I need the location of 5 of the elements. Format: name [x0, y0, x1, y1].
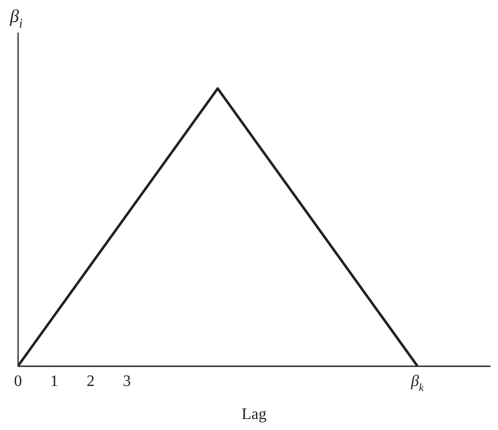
x-axis-title: Lag	[242, 406, 266, 423]
x-tick-label: 1	[50, 373, 58, 390]
x-tick-label: 3	[122, 373, 131, 390]
x-tick-label: 0	[14, 373, 22, 390]
x-tick-label: 2	[86, 373, 95, 390]
